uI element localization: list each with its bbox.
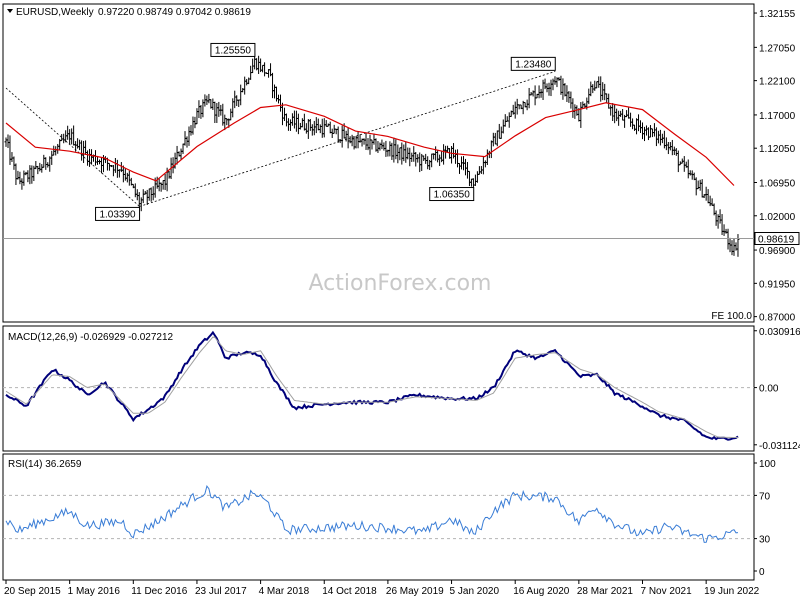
dropdown-triangle-icon[interactable] — [7, 9, 13, 13]
annotation-label-2: 1.25550 — [215, 45, 252, 56]
macd-ytick-label: 0.00 — [759, 384, 779, 395]
trendline-2 — [139, 70, 556, 207]
annotation-box-3 — [429, 187, 475, 202]
rsi-plot — [3, 484, 754, 543]
fe-label: FE 100.0 — [711, 311, 752, 322]
price-ytick-label: 1.22100 — [759, 77, 796, 88]
x-tick-label: 1 May 2016 — [68, 586, 121, 597]
x-tick-label: 5 Jan 2020 — [450, 586, 500, 597]
price-ytick-label: 1.17000 — [759, 111, 796, 122]
x-tick-label: 19 Jun 2022 — [704, 586, 759, 597]
last-price-tag — [754, 232, 800, 246]
annotation-label-3: 1.06350 — [434, 190, 471, 201]
rsi-title: RSI(14) 36.2659 — [8, 459, 82, 470]
annotation-label-1: 1.03390 — [99, 209, 136, 220]
last-price-value: 0.98619 — [758, 235, 795, 246]
x-tick-label: 14 Oct 2018 — [322, 586, 377, 597]
rsi-ytick-label: 30 — [759, 535, 771, 546]
ohlc-values: 0.97220 0.98749 0.97042 0.98619 — [98, 7, 251, 18]
price-ytick-label: 1.12050 — [759, 144, 796, 155]
rsi-line — [5, 484, 739, 543]
annotation-label-4: 1.23480 — [515, 59, 552, 70]
moving-average-line — [5, 102, 735, 186]
x-tick-label: 28 Mar 2021 — [577, 586, 634, 597]
x-tick-label: 4 Mar 2018 — [259, 586, 310, 597]
x-tick-label: 20 Sep 2015 — [4, 586, 61, 597]
price-plot: 1.03390 1.25550 1.06350 1.23480 — [3, 42, 754, 257]
x-tick-label: 7 Nov 2021 — [641, 586, 693, 597]
annotation-box-4 — [510, 56, 556, 71]
trendline-1 — [5, 87, 140, 207]
rsi-panel-frame — [2, 453, 755, 581]
annotation-box-1 — [95, 206, 141, 221]
macd-panel-frame — [2, 325, 755, 452]
x-tick-label: 23 Jul 2017 — [195, 586, 247, 597]
price-ytick-label: 1.02000 — [759, 212, 796, 223]
rsi-ytick-label: 0 — [759, 567, 765, 578]
price-ytick-label: 0.87000 — [759, 313, 796, 324]
watermark-text: ActionForex.com — [309, 271, 492, 296]
annotation-box-2 — [210, 42, 256, 57]
macd-title: MACD(12,26,9) -0.026929 -0.027212 — [8, 332, 174, 343]
macd-ytick-label: 0.030916 — [759, 327, 800, 338]
symbol-timeframe: EURUSD,Weekly — [16, 7, 94, 18]
x-tick-label: 26 May 2019 — [386, 586, 444, 597]
price-ytick-label: 0.91950 — [759, 279, 796, 290]
macd-plot — [3, 330, 754, 441]
price-panel-frame — [2, 3, 755, 323]
x-tick-label: 16 Aug 2020 — [513, 586, 570, 597]
macd-main-line — [5, 330, 739, 441]
axes: 0.98619 1.32155 1.27050 1.22100 1.17000 1.120… — [4, 9, 800, 597]
price-ytick-label: 1.06950 — [759, 178, 796, 189]
price-ytick-label: 1.27050 — [759, 43, 796, 54]
rsi-ytick-label: 70 — [759, 491, 771, 502]
chart-header: EURUSD,Weekly 0.97220 0.98749 0.97042 0.… — [7, 7, 251, 18]
price-ytick-label: 0.96900 — [759, 246, 796, 257]
x-tick-label: 11 Dec 2016 — [131, 586, 187, 597]
macd-signal-line — [5, 336, 739, 439]
price-ytick-label: 1.32155 — [759, 9, 796, 20]
rsi-ytick-label: 100 — [759, 459, 776, 470]
macd-ytick-label: -0.031124 — [759, 441, 800, 452]
